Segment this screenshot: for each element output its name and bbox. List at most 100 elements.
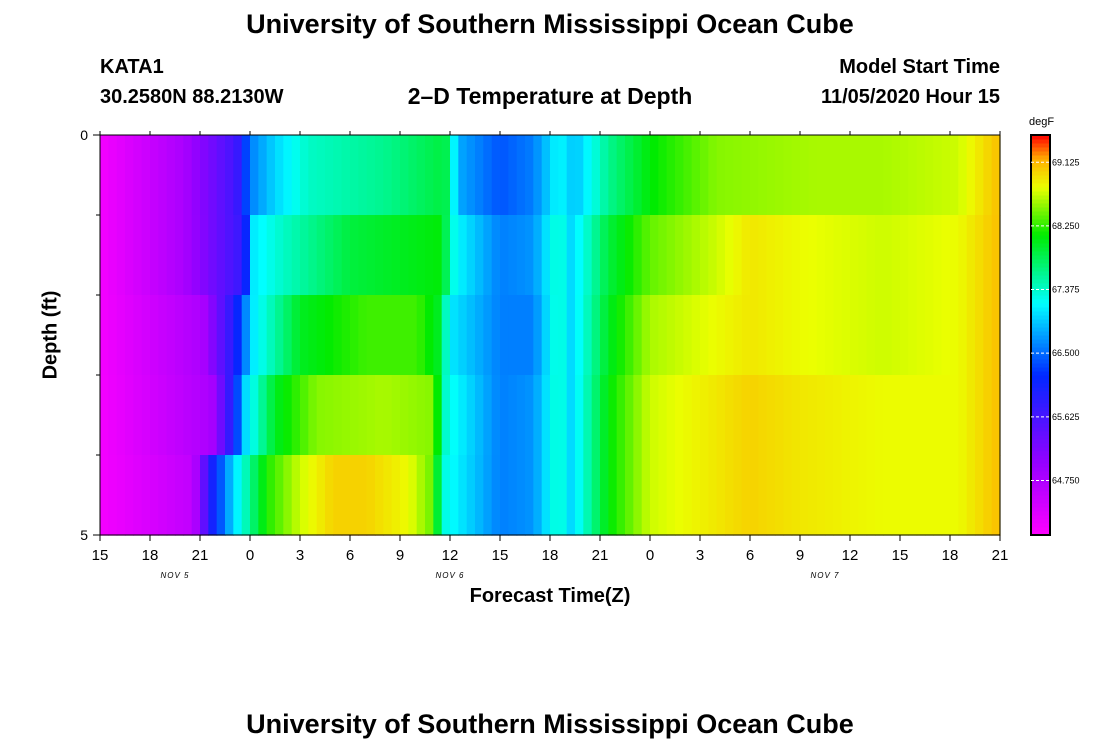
heatmap-cell bbox=[508, 135, 518, 216]
heatmap-cell bbox=[225, 455, 234, 536]
colorbar-segment bbox=[1031, 151, 1050, 156]
page-title: University of Southern Mississippi Ocean… bbox=[246, 9, 854, 39]
x-tick-label: 6 bbox=[346, 547, 354, 564]
colorbar-segment bbox=[1031, 139, 1050, 144]
heatmap-cell bbox=[416, 135, 426, 216]
heatmap-cell bbox=[558, 295, 568, 376]
heatmap-cell bbox=[616, 135, 626, 216]
heatmap-cell bbox=[133, 135, 143, 216]
heatmap-cell bbox=[733, 375, 743, 456]
heatmap-cell bbox=[116, 375, 126, 456]
heatmap-cell bbox=[241, 215, 251, 296]
colorbar-segment bbox=[1031, 223, 1050, 228]
heatmap-cell bbox=[300, 375, 309, 456]
heatmap-cell bbox=[208, 455, 218, 536]
colorbar-frame bbox=[1030, 134, 1051, 536]
colorbar-segment bbox=[1031, 431, 1050, 436]
heatmap-cell bbox=[966, 215, 976, 296]
heatmap-cell bbox=[566, 375, 576, 456]
colorbar-segment bbox=[1031, 235, 1050, 240]
colorbar-segment bbox=[1031, 435, 1050, 440]
heatmap-cell bbox=[841, 455, 851, 536]
heatmap-cell bbox=[225, 295, 234, 376]
colorbar-segment bbox=[1031, 287, 1050, 292]
heatmap-cell bbox=[741, 455, 751, 536]
heatmap-cell bbox=[150, 455, 159, 536]
heatmap-cell bbox=[908, 215, 918, 296]
colorbar-segment bbox=[1031, 503, 1050, 508]
heatmap-cell bbox=[441, 455, 451, 536]
colorbar-segment bbox=[1031, 511, 1050, 516]
heatmap-cell bbox=[833, 375, 843, 456]
heatmap-cell bbox=[208, 135, 218, 216]
heatmap-cell bbox=[750, 375, 759, 456]
colorbar-segment bbox=[1031, 419, 1050, 424]
x-axis-title: Forecast Time(Z) bbox=[469, 585, 631, 607]
heatmap-cell bbox=[375, 455, 384, 536]
heatmap-cell bbox=[425, 295, 434, 376]
heatmap-cell bbox=[858, 215, 868, 296]
heatmap-cell bbox=[475, 295, 484, 376]
heatmap-cell bbox=[208, 295, 218, 376]
heatmap-cell bbox=[100, 295, 109, 376]
heatmap-cell bbox=[266, 135, 276, 216]
heatmap-cell bbox=[300, 215, 309, 296]
heatmap-cell bbox=[483, 455, 493, 536]
heatmap-cell bbox=[583, 135, 593, 216]
colorbar-segment bbox=[1031, 135, 1050, 140]
heatmap-cell bbox=[975, 375, 984, 456]
heatmap-cell bbox=[491, 215, 501, 296]
heatmap-cell bbox=[816, 375, 826, 456]
heatmap-cell bbox=[100, 375, 109, 456]
heatmap-cell bbox=[183, 135, 193, 216]
heatmap-cell bbox=[591, 215, 601, 296]
heatmap-cell bbox=[716, 375, 726, 456]
colorbar-segment bbox=[1031, 267, 1050, 272]
heatmap-cell bbox=[691, 135, 701, 216]
colorbar-segment bbox=[1031, 251, 1050, 256]
heatmap-cell bbox=[916, 295, 926, 376]
heatmap-cell bbox=[125, 215, 134, 296]
heatmap-cell bbox=[791, 375, 801, 456]
heatmap-cell bbox=[266, 375, 276, 456]
heatmap-cell bbox=[183, 375, 193, 456]
heatmap-cell bbox=[466, 215, 476, 296]
heatmap-cell bbox=[216, 215, 226, 296]
colorbar-segment bbox=[1031, 495, 1050, 500]
heatmap-cell bbox=[541, 455, 551, 536]
x-tick-label: 21 bbox=[592, 547, 609, 564]
colorbar-segment bbox=[1031, 199, 1050, 204]
heatmap-cell bbox=[358, 295, 368, 376]
heatmap-cell bbox=[583, 455, 593, 536]
heatmap-cell bbox=[891, 135, 901, 216]
heatmap-cell bbox=[283, 455, 293, 536]
heatmap-cell bbox=[366, 295, 376, 376]
colorbar-segment bbox=[1031, 507, 1050, 512]
colorbar-segment bbox=[1031, 395, 1050, 400]
heatmap-cell bbox=[975, 135, 984, 216]
heatmap-cell bbox=[658, 455, 668, 536]
heatmap-cell bbox=[783, 135, 793, 216]
heatmap-cell bbox=[416, 375, 426, 456]
heatmap-cell bbox=[716, 135, 726, 216]
heatmap-cell bbox=[625, 375, 634, 456]
heatmap-cell bbox=[816, 295, 826, 376]
heatmap-cell bbox=[958, 215, 968, 296]
heatmap-cell bbox=[391, 295, 401, 376]
heatmap-cell bbox=[833, 215, 843, 296]
heatmap-cell bbox=[658, 215, 668, 296]
date-label: NOV 5 bbox=[160, 571, 189, 580]
heatmap-cell bbox=[558, 375, 568, 456]
heatmap-cell bbox=[325, 135, 334, 216]
colorbar-segment bbox=[1031, 315, 1050, 320]
heatmap-cell bbox=[216, 455, 226, 536]
heatmap-cell bbox=[750, 135, 759, 216]
colorbar-segment bbox=[1031, 467, 1050, 472]
heatmap-cell bbox=[950, 135, 959, 216]
heatmap-cell bbox=[425, 135, 434, 216]
heatmap-cell bbox=[850, 375, 859, 456]
heatmap-cell bbox=[500, 135, 509, 216]
heatmap-cell bbox=[891, 375, 901, 456]
heatmap-cell bbox=[858, 295, 868, 376]
heatmap-cell bbox=[550, 135, 559, 216]
